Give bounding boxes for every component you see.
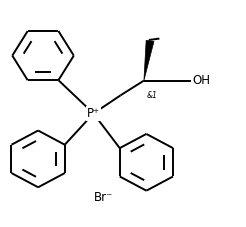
Text: Br⁻: Br⁻ (94, 191, 113, 204)
Polygon shape (144, 40, 154, 81)
Text: &1: &1 (147, 91, 158, 100)
Text: P⁺: P⁺ (87, 107, 100, 120)
Text: OH: OH (192, 74, 210, 87)
